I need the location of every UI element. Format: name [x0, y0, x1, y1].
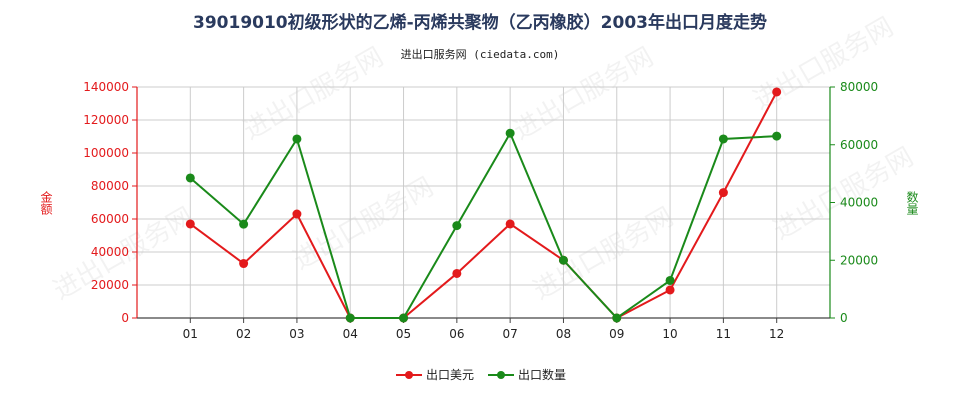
- right-axis-tick-label: 0: [840, 311, 848, 325]
- data-point-quantity: [558, 255, 568, 265]
- data-point-quantity: [665, 275, 675, 285]
- watermark-text: 进出口服务网: [509, 42, 659, 146]
- left-axis-tick-label: 100000: [83, 146, 129, 160]
- x-axis-tick-label: 02: [236, 327, 251, 341]
- data-point-value: [718, 188, 728, 198]
- legend-label: 出口数量: [518, 367, 566, 382]
- left-axis-tick-label: 0: [121, 311, 129, 325]
- data-point-quantity: [239, 219, 249, 229]
- data-point-quantity: [452, 221, 462, 231]
- left-axis-title: 金额: [39, 190, 53, 216]
- right-axis-tick-label: 40000: [840, 196, 878, 210]
- chart-title: 39019010初级形状的乙烯-丙烯共聚物（乙丙橡胶）2003年出口月度走势: [193, 13, 767, 33]
- data-point-quantity: [718, 134, 728, 144]
- data-point-quantity: [612, 313, 622, 323]
- data-point-value: [505, 219, 515, 229]
- x-axis-tick-label: 03: [289, 327, 304, 341]
- legend-marker: [405, 371, 413, 379]
- left-axis-tick-label: 20000: [91, 278, 129, 292]
- data-point-quantity: [399, 313, 409, 323]
- data-point-quantity: [292, 134, 302, 144]
- data-point-value: [185, 219, 195, 229]
- left-axis-tick-label: 60000: [91, 212, 129, 226]
- series-line-value: [189, 91, 778, 320]
- right-axis-title: 数量: [905, 190, 919, 215]
- data-point-value: [292, 209, 302, 219]
- legend-marker: [497, 371, 505, 379]
- watermark-text: 进出口服务网: [239, 42, 389, 146]
- x-axis-tick-label: 06: [449, 327, 464, 341]
- data-point-quantity: [772, 131, 782, 141]
- right-axis-tick-label: 20000: [840, 253, 878, 267]
- x-axis-tick-label: 12: [769, 327, 784, 341]
- x-axis-tick-label: 08: [556, 327, 571, 341]
- left-axis-tick-label: 140000: [83, 80, 129, 94]
- left-axis-tick-label: 80000: [91, 179, 129, 193]
- right-axis-tick-label: 80000: [840, 80, 878, 94]
- right-axis-tick-label: 60000: [840, 138, 878, 152]
- data-point-value: [239, 259, 249, 269]
- left-axis-tick-label: 120000: [83, 113, 129, 127]
- watermark-text: 进出口服务网: [769, 142, 919, 246]
- series-line-quantity: [189, 130, 777, 320]
- x-axis-tick-label: 04: [343, 327, 358, 341]
- x-axis-tick-label: 01: [183, 327, 198, 341]
- data-point-quantity: [185, 173, 195, 183]
- legend-label: 出口美元: [426, 368, 474, 382]
- x-axis-tick-label: 09: [609, 327, 624, 341]
- data-point-value: [452, 268, 462, 278]
- x-axis-tick-label: 11: [716, 327, 731, 341]
- data-point-value: [665, 285, 675, 295]
- chart-subtitle: 进出口服务网 (ciedata.com): [400, 48, 560, 61]
- x-axis-tick-label: 07: [503, 327, 518, 341]
- data-point-quantity: [345, 313, 355, 323]
- watermark-text: 进出口服务网: [749, 12, 899, 116]
- left-axis-tick-label: 40000: [91, 245, 129, 259]
- x-axis-tick-label: 10: [662, 327, 677, 341]
- data-point-quantity: [505, 128, 515, 138]
- data-point-value: [772, 87, 782, 97]
- x-axis-tick-label: 05: [396, 327, 411, 341]
